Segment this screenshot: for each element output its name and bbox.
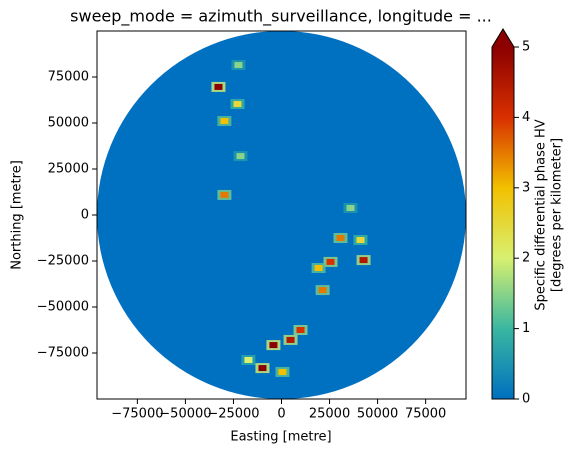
- echo-cell: [214, 83, 223, 90]
- colorbar-tick-label: 1: [522, 321, 530, 336]
- colorbar-tick-label: 4: [522, 110, 530, 125]
- chart-title: sweep_mode = azimuth_surveillance, longi…: [70, 7, 492, 27]
- plot-area: [97, 31, 466, 399]
- y-tick-label: −75000: [37, 346, 89, 361]
- y-tick-label: −50000: [37, 300, 89, 315]
- echo-cell: [326, 258, 335, 265]
- y-tick-label: 0: [81, 208, 89, 223]
- echo-cell: [234, 62, 243, 69]
- colorbar-extend: [492, 29, 514, 47]
- y-axis-label: Northing [metre]: [10, 160, 25, 270]
- colorbar-tick-label: 0: [522, 392, 530, 407]
- echo-cell: [233, 101, 242, 108]
- x-tick-label: 75000: [405, 407, 446, 422]
- x-tick-label: −50000: [159, 407, 211, 422]
- y-tick-label: 75000: [48, 70, 89, 85]
- echo-cell: [356, 237, 365, 244]
- echo-cell: [244, 356, 253, 363]
- echo-cell: [286, 336, 295, 343]
- echo-cell: [269, 342, 278, 349]
- x-tick-label: 25000: [309, 407, 350, 422]
- colorbar-frame: [491, 28, 515, 400]
- x-tick-label: 50000: [357, 407, 398, 422]
- colorbar-tick-label: 5: [522, 40, 530, 55]
- x-tick-label: −75000: [111, 407, 163, 422]
- colorbar-tick-label: 2: [522, 251, 530, 266]
- echo-cell: [346, 205, 355, 212]
- echo-cell: [314, 264, 323, 271]
- colorbar-label: [degrees per kilometer]: [550, 138, 565, 292]
- y-tick-label: −25000: [37, 254, 89, 269]
- colorbar-tick-label: 3: [522, 180, 530, 195]
- colorbar: [492, 47, 514, 399]
- echo-cell: [359, 257, 368, 264]
- echo-cell: [220, 117, 229, 124]
- y-tick-label: 50000: [48, 116, 89, 131]
- colorbar-label: Specific differential phase HV: [534, 119, 549, 310]
- x-tick-label: 0: [277, 407, 285, 422]
- echo-cell: [318, 287, 327, 294]
- echo-cell: [236, 153, 245, 160]
- echo-cell: [278, 368, 287, 375]
- x-axis-label: Easting [metre]: [230, 430, 331, 445]
- y-tick-label: 25000: [48, 162, 89, 177]
- echo-cell: [296, 327, 305, 333]
- echo-cell: [258, 365, 267, 372]
- echo-cell: [336, 235, 345, 241]
- x-tick-label: −25000: [207, 407, 259, 422]
- echo-cell: [220, 191, 229, 198]
- radar-disk: [97, 31, 466, 399]
